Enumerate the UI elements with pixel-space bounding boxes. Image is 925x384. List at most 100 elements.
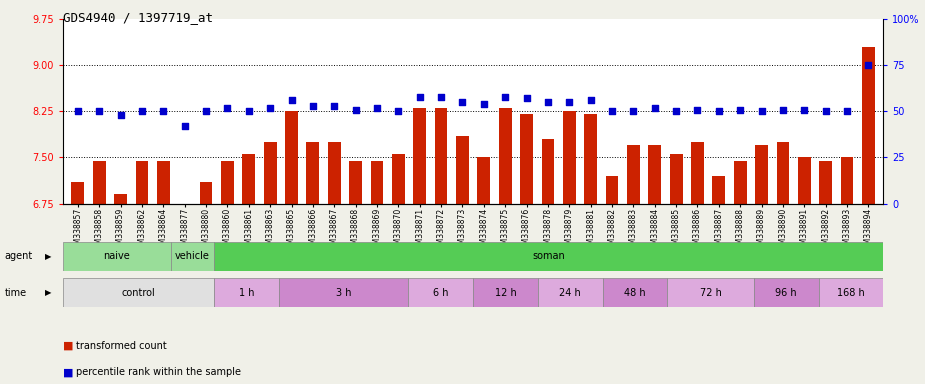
- Point: [775, 106, 790, 113]
- Text: control: control: [121, 288, 155, 298]
- Bar: [413, 108, 426, 204]
- Bar: [92, 161, 105, 204]
- Point: [284, 97, 299, 103]
- Bar: [585, 114, 597, 204]
- Bar: [820, 161, 832, 204]
- Point: [669, 108, 684, 114]
- Bar: [200, 182, 213, 204]
- Point: [711, 108, 726, 114]
- Point: [733, 106, 747, 113]
- Point: [92, 108, 106, 114]
- Bar: [171, 242, 214, 271]
- Text: percentile rank within the sample: percentile rank within the sample: [76, 367, 240, 377]
- Bar: [371, 161, 383, 204]
- Bar: [754, 278, 819, 307]
- Text: soman: soman: [532, 251, 565, 262]
- Text: transformed count: transformed count: [76, 341, 166, 351]
- Point: [861, 62, 876, 68]
- Text: 48 h: 48 h: [624, 288, 646, 298]
- Text: 24 h: 24 h: [560, 288, 581, 298]
- Point: [199, 108, 214, 114]
- Bar: [278, 278, 408, 307]
- Bar: [627, 145, 640, 204]
- Bar: [541, 139, 554, 204]
- Bar: [520, 114, 533, 204]
- Text: ■: ■: [63, 341, 73, 351]
- Bar: [157, 161, 169, 204]
- Point: [263, 104, 278, 111]
- Point: [327, 103, 341, 109]
- Text: GDS4940 / 1397719_at: GDS4940 / 1397719_at: [63, 12, 213, 25]
- Bar: [435, 108, 448, 204]
- Text: ▶: ▶: [44, 288, 52, 297]
- Bar: [71, 182, 84, 204]
- Point: [370, 104, 385, 111]
- Bar: [606, 176, 619, 204]
- Point: [584, 97, 598, 103]
- Bar: [221, 161, 234, 204]
- Text: ■: ■: [63, 367, 73, 377]
- Point: [540, 99, 555, 105]
- Bar: [603, 278, 668, 307]
- Point: [626, 108, 641, 114]
- Point: [561, 99, 576, 105]
- Bar: [179, 204, 191, 213]
- Point: [519, 95, 534, 101]
- Point: [498, 94, 512, 100]
- Point: [113, 112, 128, 118]
- Point: [241, 108, 256, 114]
- Bar: [214, 242, 883, 271]
- Bar: [712, 176, 725, 204]
- Text: 6 h: 6 h: [433, 288, 449, 298]
- Bar: [63, 242, 171, 271]
- Text: agent: agent: [5, 251, 33, 262]
- Point: [819, 108, 833, 114]
- Text: vehicle: vehicle: [175, 251, 210, 262]
- Bar: [327, 142, 340, 204]
- Bar: [691, 142, 704, 204]
- Bar: [214, 278, 278, 307]
- Bar: [136, 161, 148, 204]
- Bar: [499, 108, 512, 204]
- Bar: [670, 154, 683, 204]
- Bar: [538, 278, 603, 307]
- Bar: [242, 154, 255, 204]
- Text: 12 h: 12 h: [495, 288, 516, 298]
- Text: ▶: ▶: [44, 252, 52, 261]
- Bar: [285, 111, 298, 204]
- Point: [605, 108, 620, 114]
- Bar: [63, 278, 214, 307]
- Point: [455, 99, 470, 105]
- Text: time: time: [5, 288, 27, 298]
- Bar: [392, 154, 405, 204]
- Bar: [819, 278, 883, 307]
- Bar: [456, 136, 469, 204]
- Point: [156, 108, 171, 114]
- Point: [178, 123, 192, 129]
- Bar: [114, 194, 127, 204]
- Point: [348, 106, 363, 113]
- Text: 168 h: 168 h: [837, 288, 865, 298]
- Bar: [474, 278, 538, 307]
- Point: [797, 106, 812, 113]
- Bar: [306, 142, 319, 204]
- Bar: [264, 142, 277, 204]
- Text: naive: naive: [104, 251, 130, 262]
- Point: [413, 94, 427, 100]
- Bar: [798, 157, 810, 204]
- Point: [690, 106, 705, 113]
- Point: [70, 108, 85, 114]
- Point: [648, 104, 662, 111]
- Text: 72 h: 72 h: [699, 288, 722, 298]
- Bar: [408, 278, 474, 307]
- Text: 1 h: 1 h: [239, 288, 254, 298]
- Bar: [668, 278, 754, 307]
- Bar: [841, 157, 854, 204]
- Point: [220, 104, 235, 111]
- Bar: [734, 161, 746, 204]
- Point: [134, 108, 149, 114]
- Bar: [648, 145, 661, 204]
- Bar: [777, 142, 789, 204]
- Bar: [862, 47, 875, 204]
- Point: [754, 108, 769, 114]
